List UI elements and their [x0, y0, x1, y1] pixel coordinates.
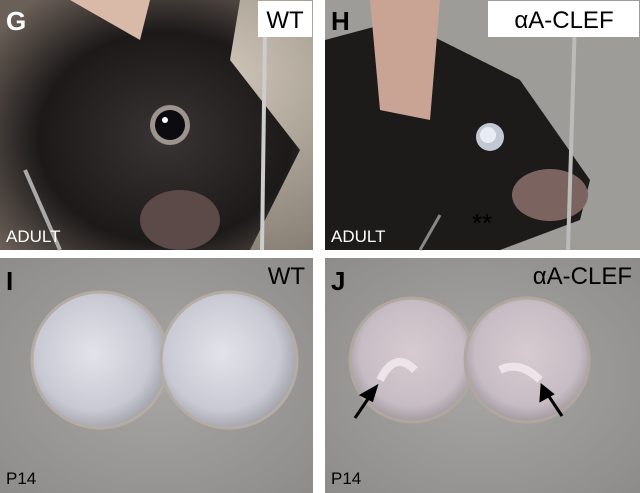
genotype-label: αA-CLEF	[533, 263, 632, 290]
genotype-label: WT	[266, 7, 304, 34]
panel-g	[0, 0, 313, 251]
stage-label: ADULT	[6, 227, 60, 246]
panel-letter: G	[6, 6, 26, 36]
label-box	[488, 1, 639, 37]
panel-h	[325, 0, 640, 251]
panel-letter: I	[6, 266, 13, 296]
panel-j	[325, 258, 640, 493]
stage-label: P14	[331, 469, 361, 488]
panel-letter: H	[331, 6, 350, 36]
label-box	[258, 1, 312, 37]
genotype-label: αA-CLEF	[514, 7, 613, 34]
panel-i	[0, 258, 313, 493]
arrow	[353, 383, 564, 419]
stage-label: ADULT	[331, 227, 385, 246]
genotype-label: WT	[268, 263, 306, 290]
panel-letter: J	[331, 266, 345, 296]
stage-label: P14	[6, 469, 36, 488]
annotation: **	[472, 208, 492, 238]
